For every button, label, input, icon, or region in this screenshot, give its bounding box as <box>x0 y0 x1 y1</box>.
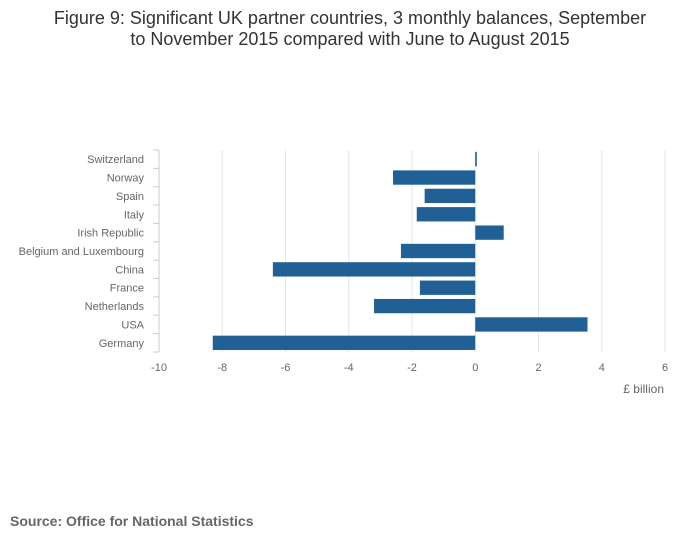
bar <box>400 243 476 259</box>
y-category-label: Switzerland <box>87 154 144 166</box>
bar <box>212 335 476 350</box>
chart-title-line-1: Figure 9: Significant UK partner countri… <box>53 8 647 28</box>
y-category-label: Belgium and Luxembourg <box>19 246 144 258</box>
y-category-label: Norway <box>107 173 145 185</box>
bar <box>475 225 504 240</box>
y-category-label: China <box>115 264 145 276</box>
x-tick-label: -10 <box>151 362 167 374</box>
x-tick-label: -6 <box>281 362 291 374</box>
bar <box>475 152 477 167</box>
bar <box>475 317 588 332</box>
bars <box>212 152 588 350</box>
bar <box>424 188 476 204</box>
x-tick-label: 2 <box>535 362 541 374</box>
chart-title: Figure 9: Significant UK partner countri… <box>0 8 700 50</box>
x-tick-label: 6 <box>662 362 668 374</box>
bar <box>374 298 476 314</box>
y-category-label: USA <box>121 319 144 331</box>
bar <box>416 207 476 222</box>
y-category-label: France <box>110 283 144 295</box>
x-tick-label: -2 <box>407 362 417 374</box>
y-category-label: Germany <box>99 338 145 350</box>
y-category-label: Netherlands <box>85 301 145 313</box>
bar <box>272 262 476 277</box>
chart-title-line-2: to November 2015 compared with June to A… <box>130 29 570 49</box>
y-category-label: Irish Republic <box>77 228 144 240</box>
x-axis-title: £ billion <box>623 382 664 396</box>
x-tick-label: 0 <box>472 362 478 374</box>
axes: -10 -8 -6 -4 -2 0 2 4 6 Switzerland Norway Spain Ita… <box>19 149 668 396</box>
bar <box>419 280 476 295</box>
y-category-label: Spain <box>116 191 144 203</box>
bar <box>393 170 476 185</box>
source-note: Source: Office for National Statistics <box>10 513 254 529</box>
x-tick-label: -4 <box>344 362 354 374</box>
x-tick-label: -8 <box>217 362 227 374</box>
y-category-label: Italy <box>124 209 145 221</box>
x-tick-label: 4 <box>599 362 605 374</box>
